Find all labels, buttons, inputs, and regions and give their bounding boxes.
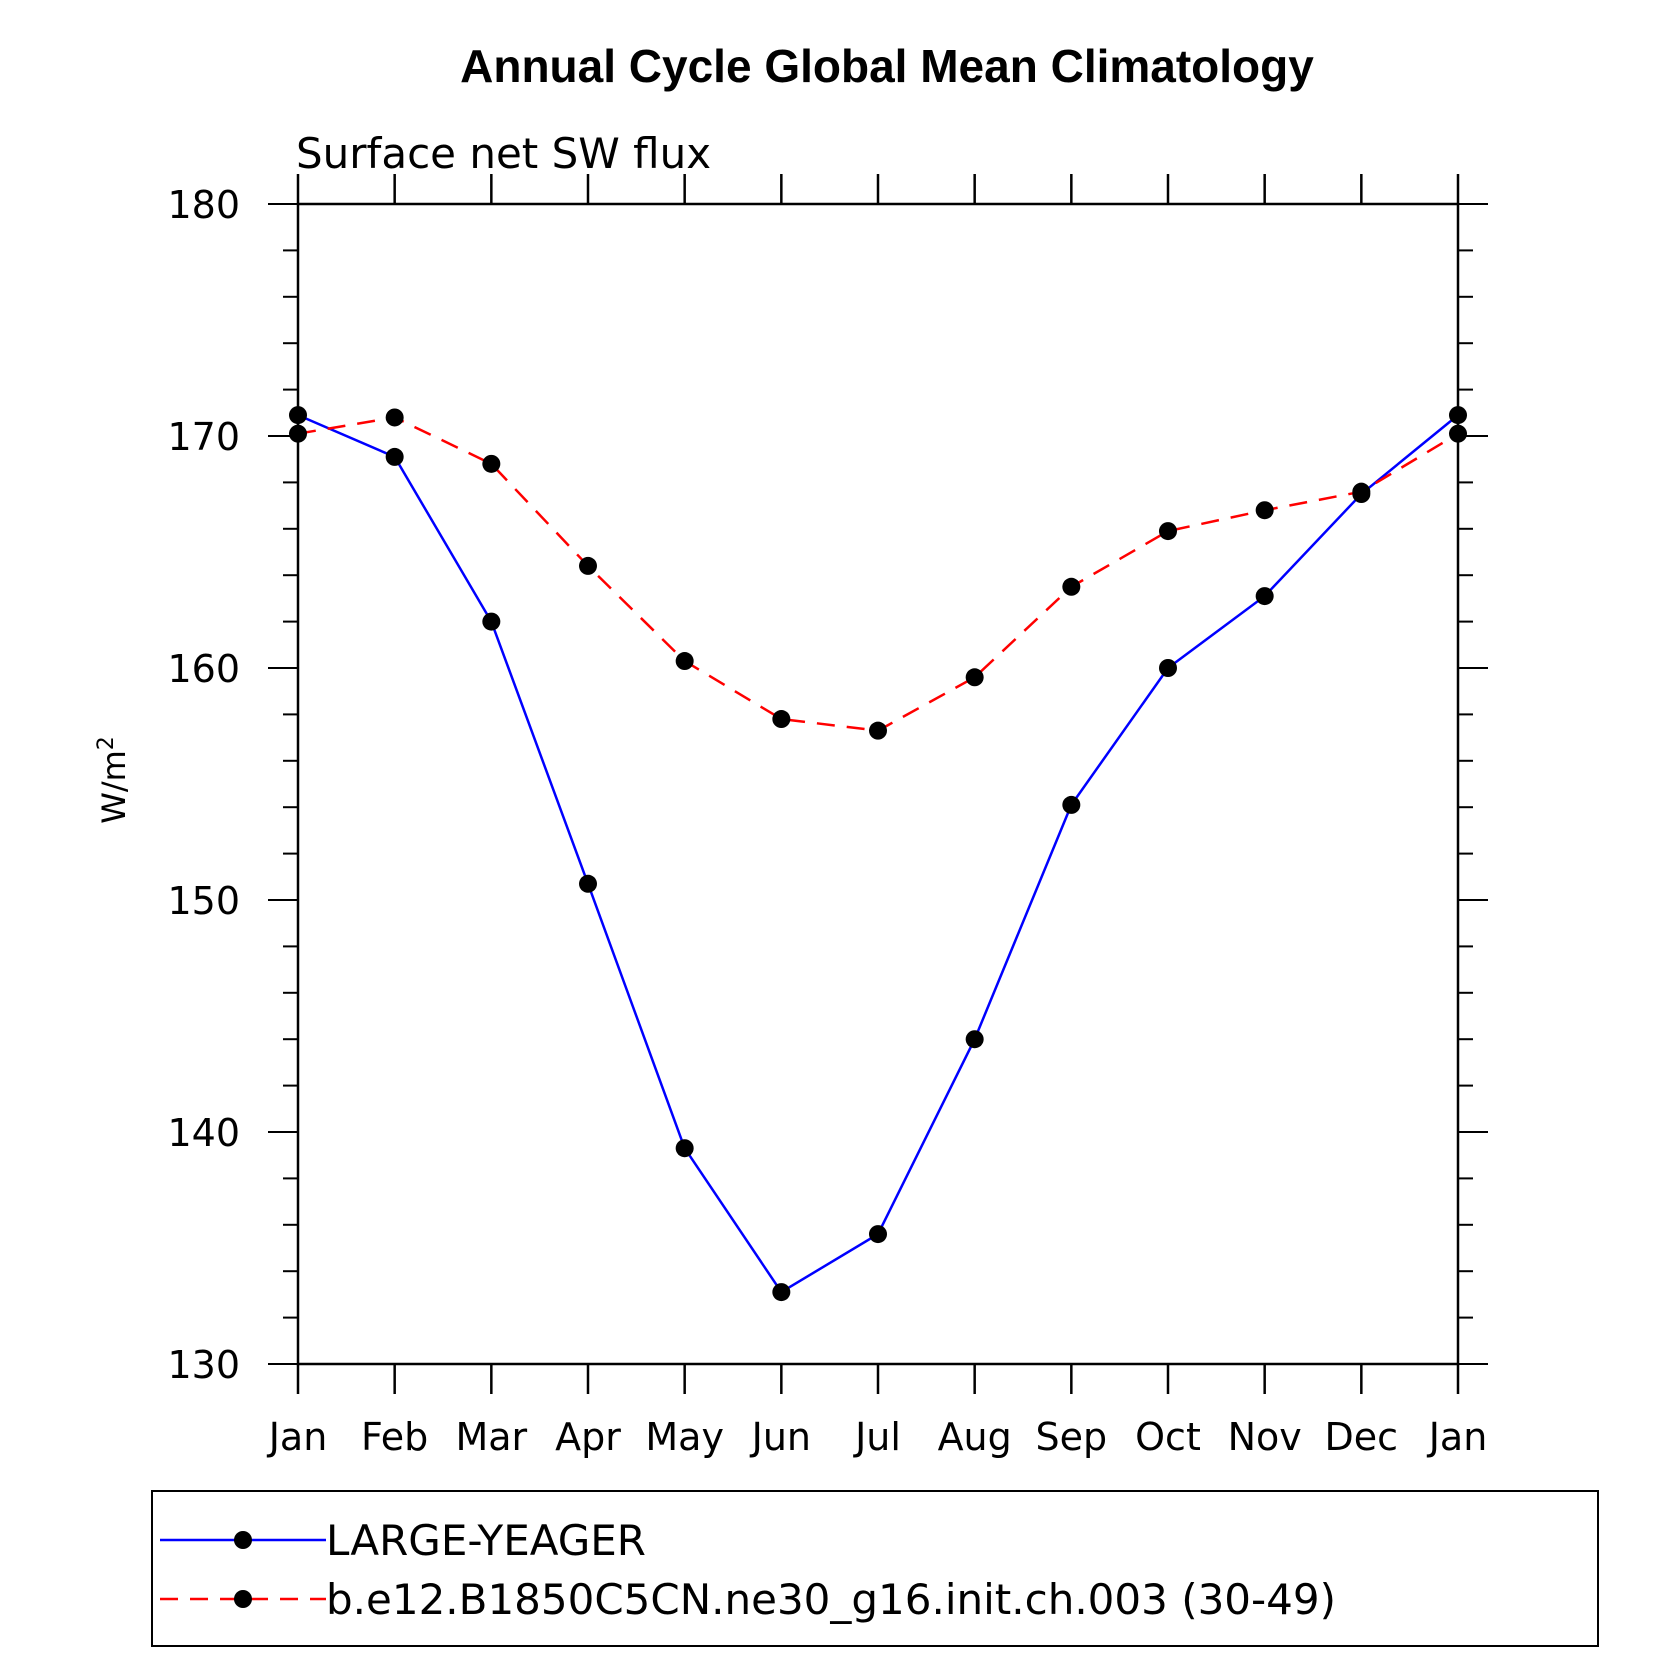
y-tick-label: 130 (167, 1343, 240, 1387)
series-2-point (289, 424, 307, 443)
x-tick-label: Mar (455, 1415, 527, 1459)
series-1-point (289, 406, 307, 425)
series-1-point (675, 1139, 694, 1158)
series-1-point (482, 612, 501, 631)
x-tick-label: Aug (938, 1415, 1012, 1459)
x-tick-label: Jun (750, 1415, 811, 1459)
series-1-point (1159, 659, 1177, 677)
series-1-point (1255, 587, 1274, 606)
series-2-point (1062, 577, 1081, 596)
y-tick-label: 170 (167, 415, 240, 459)
series-1-point (869, 1225, 887, 1244)
series-1-point (579, 874, 597, 893)
legend-label-1: LARGE-YEAGER (326, 1516, 646, 1565)
x-tick-label: Oct (1135, 1415, 1201, 1459)
plot-border (296, 202, 1460, 1366)
chart-subtitle: Surface net SW flux (296, 129, 711, 178)
x-tick-label: Jul (853, 1415, 901, 1459)
series-1-point (772, 1283, 791, 1302)
y-tick-label: 160 (167, 647, 240, 691)
legend-marker-1 (234, 1531, 252, 1549)
y-tick-label: 140 (167, 1111, 240, 1155)
axis-ticks: Jan Feb Mar Apr May Jun Jul Aug Sep Oct Nov Dec Jan 1… (167, 174, 1488, 1459)
y-tick-label: 150 (167, 879, 240, 923)
x-tick-label: Dec (1325, 1415, 1399, 1459)
y-tick-label: 180 (167, 183, 240, 227)
series-2-point (869, 721, 887, 740)
series-2-point (675, 652, 694, 671)
series-2-point (1255, 501, 1274, 520)
series-1-point (1062, 795, 1081, 814)
series-layer (289, 406, 1467, 1302)
plot-frame (296, 202, 1460, 1366)
legend: LARGE-YEAGER b.e12.B1850C5CN.ne30_g16.ini… (151, 1490, 1599, 1647)
chart-title: Annual Cycle Global Mean Climatology (460, 40, 1314, 92)
x-tick-label: Nov (1228, 1415, 1302, 1459)
y-axis-label-text: W/m (95, 750, 133, 824)
y-axis-label-sup: 2 (94, 736, 119, 750)
legend-marker-2 (234, 1590, 252, 1608)
x-tick-label: Jan (1427, 1415, 1488, 1459)
series-2-point (1159, 522, 1177, 541)
series-2-point (385, 408, 404, 427)
legend-label-2: b.e12.B1850C5CN.ne30_g16.init.ch.003 (30… (326, 1575, 1336, 1624)
series-2-point (482, 454, 501, 473)
series-1-point (1449, 406, 1467, 425)
legend-box (151, 1490, 1599, 1647)
x-tick-label: Jan (267, 1415, 328, 1459)
series-1-point (965, 1030, 984, 1049)
y-axis-label: W/m2 (94, 736, 133, 824)
x-tick-label: Sep (1036, 1415, 1108, 1459)
series-line-1 (297, 413, 1459, 1294)
series-2-point (579, 556, 597, 575)
x-tick-label: May (645, 1415, 724, 1459)
series-2-point (965, 668, 984, 687)
x-tick-label: Apr (555, 1415, 621, 1459)
series-2-point (1352, 482, 1371, 501)
series-2-point (1449, 424, 1467, 443)
series-1-point (385, 447, 404, 466)
series-2-point (772, 710, 791, 729)
svg-text:W/m2: W/m2 (94, 736, 133, 824)
x-tick-label: Feb (361, 1415, 428, 1459)
